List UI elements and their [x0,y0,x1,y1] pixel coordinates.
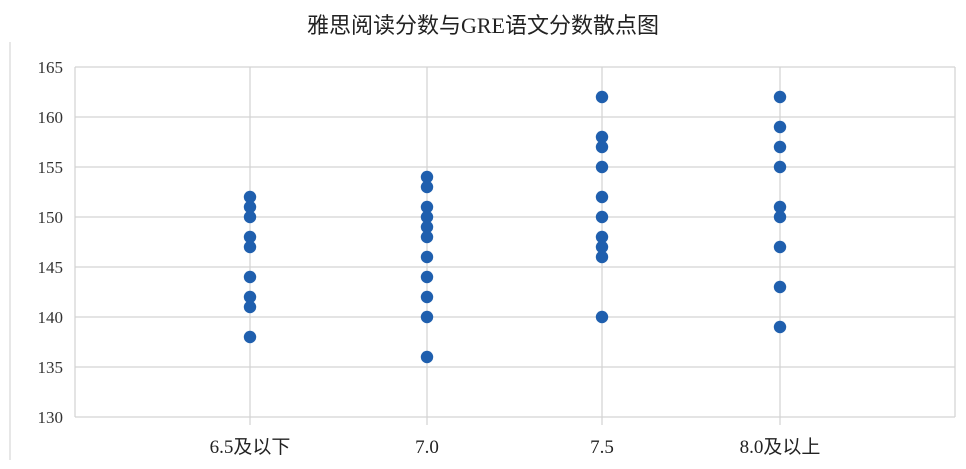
grid [74,66,956,425]
data-point [773,210,787,224]
y-tick-label: 165 [38,58,64,77]
data-point [773,320,787,334]
data-point [420,290,434,304]
data-point [420,170,434,184]
data-point [595,130,609,144]
data-point [595,160,609,174]
data-point [243,210,257,224]
x-tick-label: 7.0 [415,437,439,458]
y-tick-label: 155 [38,158,64,177]
data-point [595,250,609,264]
data-point [420,270,434,284]
data-point [243,190,257,204]
y-tick-label: 150 [38,208,64,227]
data-point [243,200,257,214]
data-point [243,300,257,314]
data-point [420,230,434,244]
data-point [243,270,257,284]
data-point [595,90,609,104]
data-point [420,200,434,214]
data-point [420,210,434,224]
data-point [773,240,787,254]
data-point [773,120,787,134]
data-point [420,350,434,364]
data-point [420,250,434,264]
data-point [595,210,609,224]
x-axis-ticks: 6.5及以下 7.0 7.5 8.0及以上 [210,436,821,458]
y-tick-label: 140 [38,308,64,327]
x-tick-label: 6.5及以下 [210,437,291,458]
data-point [595,310,609,324]
chart-title: 雅思阅读分数与GRE语文分数散点图 [306,13,659,38]
y-axis-ticks: 130 135 140 145 150 155 160 165 [38,58,64,427]
data-point [420,310,434,324]
data-point [243,240,257,254]
y-tick-label: 145 [38,258,64,277]
data-point [243,330,257,344]
data-point [420,180,434,194]
data-point [243,290,257,304]
y-tick-label: 135 [38,358,64,377]
x-tick-label: 7.5 [590,437,614,458]
data-point [773,160,787,174]
y-tick-label: 160 [38,108,64,127]
data-point [595,140,609,154]
data-point [420,220,434,234]
data-point [773,200,787,214]
y-tick-label: 130 [38,408,64,427]
x-tick-label: 8.0及以上 [740,436,821,458]
data-point [595,190,609,204]
data-point [773,140,787,154]
data-point [243,230,257,244]
data-point [773,280,787,294]
data-point [773,90,787,104]
data-point [595,230,609,244]
data-points [243,90,787,364]
data-point [595,240,609,254]
